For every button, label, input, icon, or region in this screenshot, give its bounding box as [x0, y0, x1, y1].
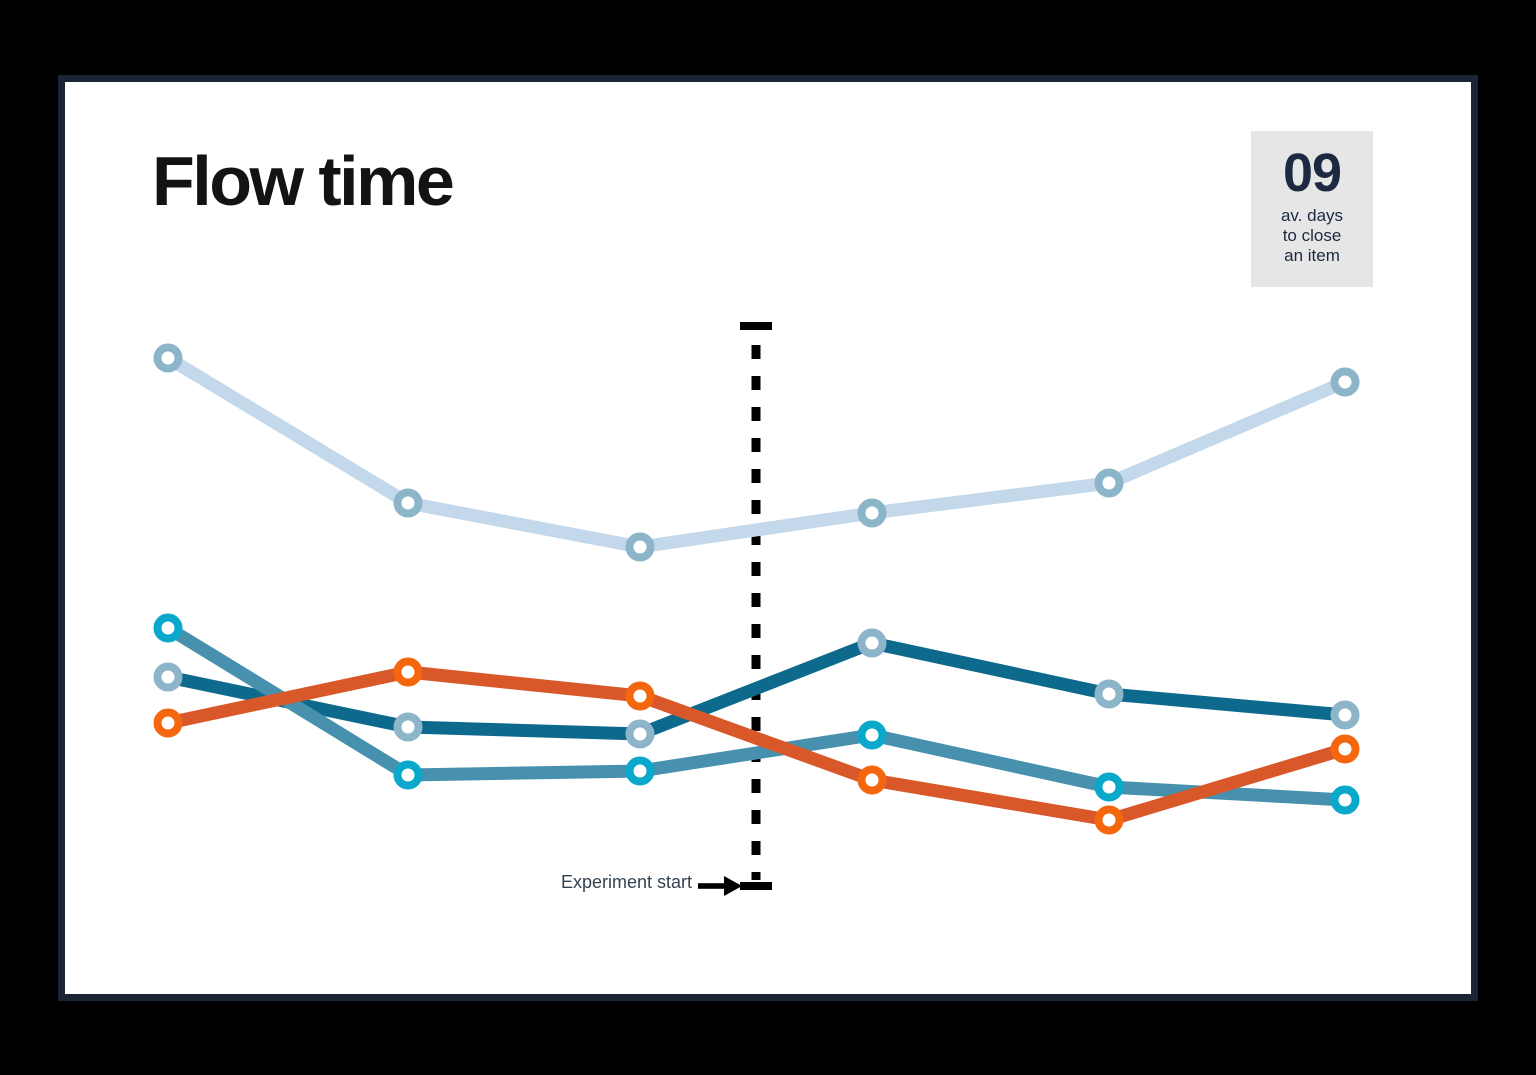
- experiment-start-label: Experiment start: [560, 872, 692, 892]
- data-point-medium-teal-blue-4: [857, 720, 887, 750]
- data-point-dark-petrol-blue-2: [393, 712, 423, 742]
- data-point-orange-1: [153, 708, 183, 738]
- data-point-baseline-light-blue-4: [857, 498, 887, 528]
- data-point-baseline-light-blue-6: [1330, 367, 1360, 397]
- page-title: Flow time: [152, 142, 455, 220]
- series-line-baseline-light-blue: [161, 351, 1352, 554]
- data-point-orange-6: [1330, 734, 1360, 764]
- stat-label: av. days to close an item: [1251, 206, 1373, 266]
- data-point-orange-5: [1094, 805, 1124, 835]
- data-point-baseline-light-blue-5: [1094, 468, 1124, 498]
- data-point-dark-petrol-blue-6: [1330, 700, 1360, 730]
- data-point-medium-teal-blue-1: [153, 613, 183, 643]
- data-point-orange-4: [857, 765, 887, 795]
- series-line-dark-petrol-blue: [161, 636, 1352, 741]
- data-point-medium-teal-blue-3: [625, 756, 655, 786]
- series-line-medium-teal-blue: [161, 621, 1352, 807]
- data-point-dark-petrol-blue-1: [153, 662, 183, 692]
- data-point-medium-teal-blue-5: [1094, 772, 1124, 802]
- data-point-orange-3: [625, 681, 655, 711]
- stat-label-line-3: an item: [1284, 246, 1340, 266]
- data-point-baseline-light-blue-2: [393, 488, 423, 518]
- chart-card: [58, 75, 1478, 1001]
- data-point-dark-petrol-blue-5: [1094, 679, 1124, 709]
- right-arrow-icon: [698, 876, 742, 896]
- stat-box: 09 av. days to close an item: [1251, 131, 1373, 287]
- data-point-baseline-light-blue-1: [153, 343, 183, 373]
- data-point-dark-petrol-blue-4: [857, 628, 887, 658]
- data-point-medium-teal-blue-2: [393, 760, 423, 790]
- data-point-medium-teal-blue-6: [1330, 785, 1360, 815]
- stat-value: 09: [1282, 143, 1342, 203]
- data-point-orange-2: [393, 657, 423, 687]
- stat-label-line-2: to close: [1282, 226, 1342, 246]
- series-line-orange: [161, 665, 1352, 827]
- stat-label-line-1: av. days: [1280, 206, 1344, 225]
- data-point-baseline-light-blue-3: [625, 532, 655, 562]
- data-point-dark-petrol-blue-3: [625, 719, 655, 749]
